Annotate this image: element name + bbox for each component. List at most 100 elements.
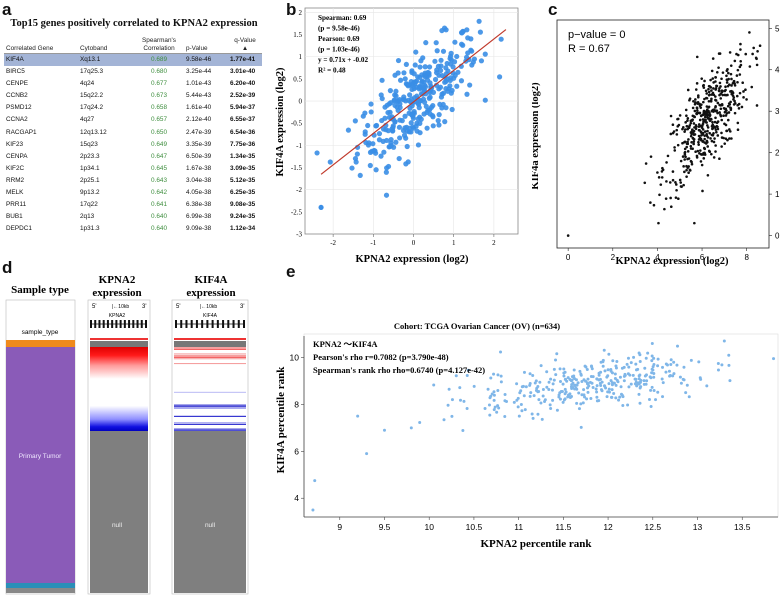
data-point (433, 70, 440, 76)
y-tick-label: 3 (775, 107, 780, 116)
kpna2-sample-bar (90, 341, 148, 347)
table-row[interactable]: RACGAP1 12q13.12 0.650 2.47e-39 6.54e-36 (4, 127, 262, 139)
data-point (435, 118, 441, 124)
data-point (723, 142, 727, 145)
plot-frame (556, 19, 770, 249)
header-pvalue[interactable]: p-Value (184, 36, 228, 54)
data-point (458, 386, 462, 390)
data-point (658, 193, 661, 197)
kif4a-sample-bar (174, 341, 246, 347)
expression-stripe (174, 430, 246, 432)
table-row[interactable]: CCNB2 15q22.2 0.673 5.44e-43 2.52e-39 (4, 90, 262, 102)
data-point (578, 369, 582, 373)
exon-mark (119, 320, 122, 328)
data-point (539, 364, 543, 368)
table-row[interactable]: PRR11 17q22 0.641 6.38e-38 9.08e-35 (4, 199, 262, 211)
data-point (733, 84, 737, 87)
data-point (693, 102, 697, 106)
qvalue-cell: 5.94e-37 (230, 104, 256, 112)
data-point (447, 83, 453, 89)
data-point (633, 377, 637, 381)
data-point (698, 118, 702, 122)
x-tick-label: 10.5 (466, 522, 483, 532)
data-point (661, 365, 665, 369)
data-point (700, 163, 704, 167)
data-point (573, 377, 577, 381)
table-row[interactable]: KIF23 15q23 0.649 3.35e-39 7.75e-36 (4, 139, 262, 151)
data-point (570, 375, 574, 379)
header-correlation[interactable]: Spearman's Correlation (134, 36, 184, 54)
data-point (554, 358, 558, 362)
data-point (393, 139, 399, 145)
data-point (745, 98, 748, 101)
data-point (554, 373, 558, 377)
data-point (637, 381, 641, 385)
table-row[interactable]: PSMD12 17q24.2 0.658 1.61e-40 5.94e-37 (4, 102, 262, 114)
kif4a-null-label: null (205, 522, 216, 529)
table-row[interactable]: KIF4A Xq13.1 0.689 9.58e-46 1.77e-41 (4, 53, 262, 67)
data-point (478, 58, 485, 64)
data-point (736, 80, 739, 84)
data-point (703, 130, 707, 133)
data-point (693, 133, 697, 136)
data-point (549, 377, 553, 381)
data-point (314, 150, 320, 156)
data-point (529, 391, 533, 395)
gene-cell: CCNA2 (6, 116, 28, 124)
correlation-table-panel: Top15 genes positively correlated to KPN… (0, 0, 262, 250)
data-point (455, 69, 461, 75)
data-point (582, 388, 586, 392)
data-point (595, 399, 599, 403)
gene-cell: KIF23 (6, 140, 24, 148)
data-point (524, 385, 528, 389)
data-point (669, 196, 672, 200)
header-cytoband[interactable]: Cytoband (78, 36, 134, 54)
data-point (694, 124, 698, 127)
table-row[interactable]: KIF2C 1p34.1 0.645 1.67e-38 3.09e-35 (4, 163, 262, 175)
data-point (585, 368, 589, 372)
data-point (496, 373, 500, 377)
header-qvalue[interactable]: q-Value ▲ (228, 36, 262, 54)
qvalue-cell: 3.01e-40 (230, 68, 256, 76)
data-point (731, 94, 735, 97)
correlation-cell: 0.640 (151, 225, 167, 233)
header-gene[interactable]: Correlated Gene (4, 36, 78, 54)
data-point (395, 107, 401, 114)
stat-line: Pearson's rho r=0.7082 (p=3.790e-48) (313, 352, 449, 362)
data-point (614, 383, 618, 387)
data-point (541, 394, 545, 398)
table-row[interactable]: RRM2 2p25.1 0.643 3.04e-38 5.12e-35 (4, 175, 262, 187)
data-point (728, 51, 732, 54)
data-point (595, 384, 599, 388)
data-point (345, 127, 352, 133)
table-row[interactable]: DEPDC1 1p31.3 0.640 9.09e-38 1.12e-34 (4, 223, 262, 235)
table-row[interactable]: CCNA2 4q27 0.657 2.12e-40 6.55e-37 (4, 114, 262, 126)
qvalue-cell: 3.09e-35 (230, 164, 256, 172)
data-point (693, 221, 696, 225)
table-row[interactable]: BIRC5 17q25.3 0.680 3.25e-44 3.01e-40 (4, 66, 262, 78)
data-point (720, 363, 724, 367)
data-point (610, 388, 614, 392)
data-point (629, 382, 633, 386)
y-tick-label: -3 (296, 231, 302, 239)
kpna2-3prime: 3' (142, 304, 146, 310)
table-row[interactable]: MELK 9p13.2 0.642 4.05e-38 6.25e-35 (4, 187, 262, 199)
data-point (675, 133, 679, 136)
data-point (660, 176, 664, 179)
kpna2-top-stripe (90, 338, 148, 340)
data-point (736, 53, 740, 57)
data-point (413, 49, 419, 55)
data-point (522, 370, 526, 374)
exon-mark (243, 320, 245, 328)
data-point (585, 382, 589, 386)
data-point (595, 395, 599, 399)
data-point (590, 367, 594, 371)
data-point (356, 414, 360, 418)
cytoband-cell: 17q24.2 (80, 104, 104, 112)
table-row[interactable]: CENPE 4q24 0.677 1.01e-43 6.20e-40 (4, 78, 262, 90)
x-tick-label: 13 (693, 522, 703, 532)
kif4a-gene-track (175, 320, 245, 328)
table-row[interactable]: CENPA 2p23.3 0.647 6.50e-39 1.34e-35 (4, 151, 262, 163)
data-point (649, 155, 653, 158)
table-row[interactable]: BUB1 2q13 0.640 6.99e-38 9.24e-35 (4, 211, 262, 223)
